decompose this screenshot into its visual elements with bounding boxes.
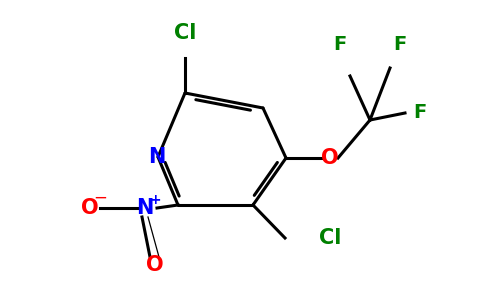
Text: F: F xyxy=(333,35,347,55)
Text: O: O xyxy=(321,148,339,168)
Text: F: F xyxy=(413,103,426,122)
Text: −: − xyxy=(93,189,107,207)
Text: F: F xyxy=(393,35,407,55)
Text: Cl: Cl xyxy=(174,23,196,43)
Text: N: N xyxy=(148,147,166,167)
Text: N: N xyxy=(136,198,154,218)
Text: Cl: Cl xyxy=(319,228,341,248)
Text: O: O xyxy=(81,198,99,218)
Text: O: O xyxy=(146,255,164,275)
Text: +: + xyxy=(149,193,161,207)
